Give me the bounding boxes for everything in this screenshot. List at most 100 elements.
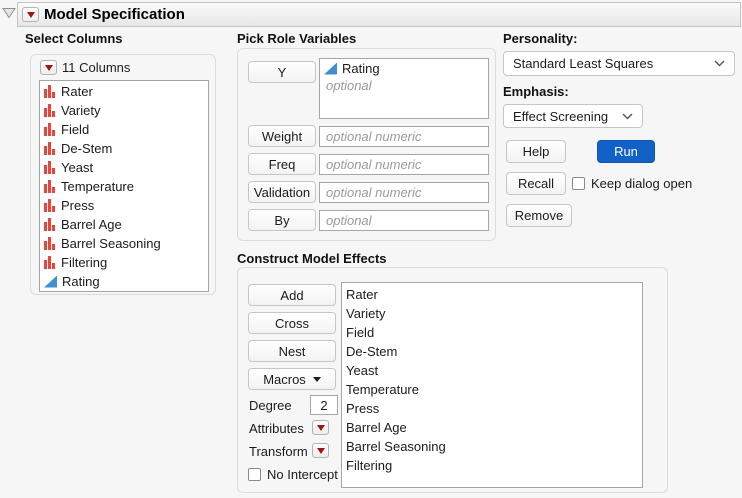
validation-drop-zone[interactable] [319,182,489,203]
weight-role-button[interactable]: Weight [248,125,316,147]
y-assigned-label: Rating [342,61,380,76]
effect-item[interactable]: De-Stem [342,342,642,361]
emphasis-select[interactable]: Effect Screening [503,104,643,128]
column-label: Rater [61,84,93,99]
no-intercept-row[interactable]: No Intercept [248,467,338,482]
effect-item[interactable]: Barrel Age [342,418,642,437]
outline-header: Model Specification [17,2,741,27]
columns-menu-icon[interactable] [40,60,57,75]
macros-button[interactable]: Macros [248,368,336,390]
y-assigned-item[interactable]: Rating [320,59,488,78]
continuous-icon [324,62,337,75]
nominal-icon [44,237,56,250]
column-label: Rating [62,274,100,289]
nominal-icon [44,256,56,269]
nominal-icon [44,199,56,212]
y-drop-zone[interactable]: Rating optional [319,58,489,119]
degree-input[interactable] [310,395,338,415]
by-drop-zone[interactable] [319,210,489,231]
y-role-button[interactable]: Y [248,61,316,83]
weight-drop-zone[interactable] [319,126,489,147]
column-item[interactable]: Rating [40,272,208,291]
cross-button[interactable]: Cross [248,312,336,334]
dropdown-arrow-icon [312,376,321,382]
effect-label: Press [346,401,380,416]
remove-button[interactable]: Remove [506,204,572,227]
nominal-icon [44,142,56,155]
column-label: Temperature [61,179,134,194]
attributes-menu-icon[interactable] [312,420,329,435]
column-label: De-Stem [61,141,113,156]
effects-listbox[interactable]: Rater Variety Field De-Stem Yeast Temper… [341,282,643,488]
run-button[interactable]: Run [597,140,655,163]
effect-item[interactable]: Yeast [342,361,642,380]
keep-dialog-open-checkbox[interactable] [572,177,585,190]
effect-item[interactable]: Variety [342,304,642,323]
degree-label: Degree [249,398,292,413]
nominal-icon [44,180,56,193]
disclosure-triangle-icon[interactable] [2,7,16,19]
freq-drop-zone[interactable] [319,154,489,175]
column-label: Variety [61,103,101,118]
effect-label: Filtering [346,458,393,473]
attributes-label: Attributes [249,421,304,436]
effect-item[interactable]: Rater [342,285,642,304]
by-role-button[interactable]: By [248,209,316,231]
column-label: Field [61,122,90,137]
columns-count-row: 11 Columns [40,60,130,75]
construct-effects-panel: Add Cross Nest Macros Degree Attributes … [237,267,668,493]
personality-value: Standard Least Squares [513,56,654,71]
nominal-icon [44,218,56,231]
transform-label: Transform [249,444,308,459]
column-label: Barrel Age [61,217,122,232]
select-columns-panel: 11 Columns Rater Variety Field De-Stem Y… [30,54,216,295]
personality-label: Personality: [503,31,578,46]
freq-role-button[interactable]: Freq [248,153,316,175]
emphasis-label: Emphasis: [503,84,569,99]
nominal-icon [44,104,56,117]
effect-label: Temperature [346,382,419,397]
column-item[interactable]: Barrel Seasoning [40,234,208,253]
effect-item[interactable]: Field [342,323,642,342]
validation-role-button[interactable]: Validation [248,181,316,203]
column-item[interactable]: Filtering [40,253,208,272]
keep-dialog-open-row[interactable]: Keep dialog open [572,176,692,191]
column-item[interactable]: Press [40,196,208,215]
chevron-down-icon [622,113,633,119]
column-item[interactable]: Temperature [40,177,208,196]
column-label: Filtering [61,255,108,270]
nominal-icon [44,161,56,174]
column-item[interactable]: Barrel Age [40,215,208,234]
column-item[interactable]: Field [40,120,208,139]
chevron-down-icon [714,60,725,67]
help-button[interactable]: Help [506,140,566,163]
column-item[interactable]: Variety [40,101,208,120]
continuous-icon [44,275,57,288]
red-triangle-menu-icon[interactable] [22,7,39,22]
nest-button[interactable]: Nest [248,340,336,362]
effect-label: Yeast [346,363,379,378]
effect-item[interactable]: Temperature [342,380,642,399]
effect-item[interactable]: Barrel Seasoning [342,437,642,456]
pick-roles-title: Pick Role Variables [237,31,357,46]
columns-listbox[interactable]: Rater Variety Field De-Stem Yeast Temper… [39,80,209,292]
column-item[interactable]: Yeast [40,158,208,177]
no-intercept-checkbox[interactable] [248,468,261,481]
no-intercept-label: No Intercept [267,467,338,482]
add-button[interactable]: Add [248,284,336,306]
effect-label: De-Stem [346,344,398,359]
effect-item[interactable]: Filtering [342,456,642,475]
column-item[interactable]: De-Stem [40,139,208,158]
y-optional-hint: optional [326,78,372,93]
macros-label: Macros [263,371,306,387]
effect-label: Barrel Age [346,420,407,435]
columns-count-label: 11 Columns [62,60,131,75]
recall-button[interactable]: Recall [506,172,566,195]
select-columns-title: Select Columns [25,31,123,46]
column-item[interactable]: Rater [40,82,208,101]
transform-menu-icon[interactable] [312,443,329,458]
nominal-icon [44,85,56,98]
effect-item[interactable]: Press [342,399,642,418]
personality-select[interactable]: Standard Least Squares [503,51,735,76]
